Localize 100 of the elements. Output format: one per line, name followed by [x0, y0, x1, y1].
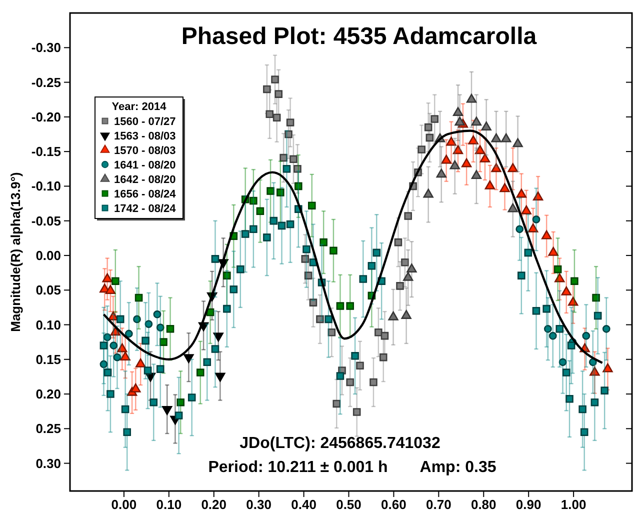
point [512, 138, 523, 148]
point [454, 116, 465, 126]
point [401, 310, 412, 319]
point [286, 118, 294, 126]
point [241, 230, 250, 238]
point [562, 368, 570, 376]
point [548, 246, 558, 256]
point [263, 234, 271, 242]
legend-label: 1563 - 08/03 [114, 130, 176, 142]
point [153, 310, 162, 318]
point [592, 294, 600, 302]
point [568, 296, 578, 306]
point [144, 366, 152, 374]
point [112, 277, 120, 285]
point [590, 398, 599, 406]
point [330, 246, 338, 255]
point [106, 390, 114, 398]
x-tick-label: 0.30 [246, 497, 272, 512]
point [554, 265, 562, 274]
point [556, 325, 564, 333]
y-tick-label: 0.25 [36, 421, 61, 436]
point [491, 133, 502, 142]
point [100, 342, 108, 350]
point [104, 368, 112, 376]
point [406, 264, 417, 273]
y-tick-label: 0.30 [36, 456, 61, 471]
x-tick-label: 0.60 [381, 497, 406, 512]
point [174, 412, 183, 420]
point [372, 248, 381, 257]
point [346, 378, 354, 386]
point [110, 326, 120, 336]
point [588, 358, 597, 366]
point [308, 202, 316, 210]
point [351, 352, 359, 360]
y-tick-label: -0.05 [31, 213, 61, 228]
x-tick-label: 0.80 [470, 497, 496, 512]
point [284, 130, 292, 138]
point [188, 394, 196, 402]
y-tick-label: -0.10 [31, 178, 61, 194]
point [328, 328, 336, 336]
y-tick-label: 0.10 [36, 317, 61, 332]
point [282, 164, 291, 173]
point [102, 273, 112, 282]
point [471, 116, 482, 126]
point [142, 336, 150, 345]
y-tick-label: -0.25 [31, 74, 61, 90]
point [211, 345, 220, 353]
point [236, 265, 244, 274]
point [532, 306, 540, 315]
x-tick-label: 0.90 [516, 497, 542, 512]
point [441, 154, 452, 164]
point [471, 170, 482, 180]
point [336, 372, 344, 380]
point [266, 187, 274, 195]
point [136, 358, 146, 368]
point [215, 372, 226, 382]
point [521, 205, 532, 214]
x-tick-label: 0.50 [336, 497, 362, 512]
point [567, 342, 576, 350]
legend-label: 1742 - 08/24 [114, 202, 177, 215]
point [590, 366, 600, 376]
point [352, 408, 361, 416]
point [316, 315, 324, 324]
point [290, 155, 298, 164]
point [301, 255, 310, 263]
point [602, 363, 613, 372]
point [528, 223, 538, 232]
point [466, 94, 477, 103]
point [346, 302, 354, 310]
point [211, 255, 220, 263]
point [481, 122, 492, 131]
point [134, 294, 143, 302]
annotation: Amp: 0.35 [420, 459, 496, 476]
point [480, 153, 490, 162]
point [430, 115, 439, 123]
legend-label: 1560 - 07/27 [114, 116, 176, 128]
point [336, 302, 344, 310]
point [508, 163, 518, 172]
point [359, 275, 368, 283]
point [332, 400, 341, 408]
x-tick-label: 0.40 [291, 497, 316, 512]
y-tick-label: 0.15 [36, 352, 61, 367]
point [524, 248, 532, 257]
point [570, 277, 578, 285]
point [491, 163, 502, 172]
point [594, 312, 602, 320]
point [423, 188, 434, 198]
point [266, 110, 274, 118]
annotation: JDo(LTC): 2456865.741032 [240, 435, 440, 452]
point [544, 324, 552, 333]
point [468, 135, 478, 144]
point [424, 123, 432, 132]
point [278, 222, 286, 230]
point [309, 298, 318, 306]
point [271, 76, 279, 84]
point [286, 220, 294, 228]
point [404, 212, 412, 220]
point [130, 383, 141, 392]
point [123, 428, 131, 436]
point [294, 182, 302, 190]
